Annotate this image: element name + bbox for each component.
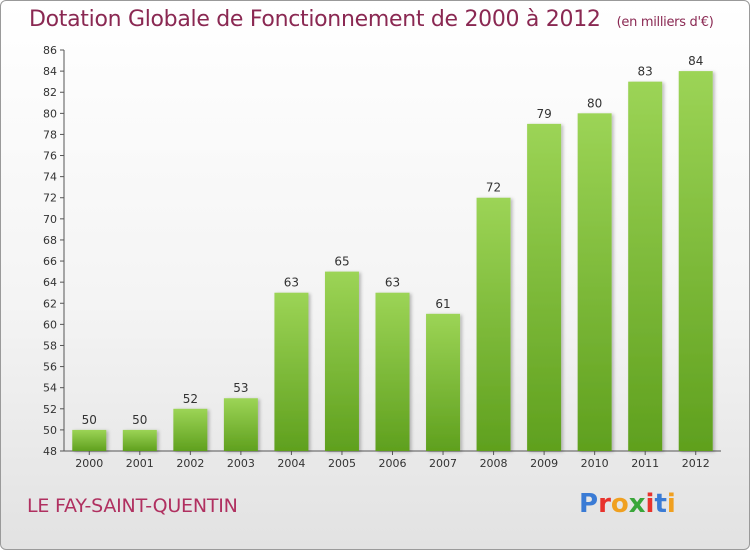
bar-value-label: 61 <box>435 297 450 311</box>
x-tick-label: 2002 <box>176 457 204 470</box>
y-tick-label: 60 <box>43 318 57 331</box>
x-tick-label: 2008 <box>480 457 508 470</box>
bar <box>324 271 359 451</box>
y-tick-label: 80 <box>43 107 57 120</box>
y-tick-label: 54 <box>43 382 57 395</box>
y-tick-label: 66 <box>43 255 57 268</box>
bar-value-label: 72 <box>486 181 501 195</box>
y-tick-label: 86 <box>43 44 57 57</box>
bar <box>527 123 562 452</box>
chart-title: Dotation Globale de Fonctionnement de 20… <box>29 7 714 32</box>
x-tick-label: 2010 <box>581 457 609 470</box>
y-tick-label: 48 <box>43 445 57 458</box>
y-tick-label: 84 <box>43 65 57 78</box>
y-tick-label: 74 <box>43 171 57 184</box>
y-tick-label: 70 <box>43 213 57 226</box>
logo-letter: i <box>666 489 676 519</box>
logo-letter: r <box>598 489 611 519</box>
x-tick-label: 2004 <box>277 457 305 470</box>
bar-value-label: 65 <box>334 255 349 269</box>
x-tick-label: 2011 <box>631 457 659 470</box>
logo-letter: x <box>628 489 646 519</box>
y-tick-label: 76 <box>43 150 57 163</box>
y-tick-label: 50 <box>43 424 57 437</box>
y-tick-label: 64 <box>43 276 57 289</box>
x-tick-label: 2006 <box>379 457 407 470</box>
bar <box>173 408 208 451</box>
chart-title-text: Dotation Globale de Fonctionnement de 20… <box>29 7 601 32</box>
bar <box>122 429 157 451</box>
logo-letter: P <box>579 489 599 519</box>
x-tick-label: 2012 <box>682 457 710 470</box>
logo-letter: o <box>610 489 629 519</box>
logo-letter: t <box>654 489 667 519</box>
y-tick-label: 68 <box>43 234 57 247</box>
y-tick-label: 82 <box>43 86 57 99</box>
y-tick-label: 78 <box>43 128 57 141</box>
bar <box>678 71 713 452</box>
bar <box>577 113 612 451</box>
bar <box>628 81 663 451</box>
bar-value-label: 63 <box>284 276 299 290</box>
bar-value-label: 50 <box>82 413 97 427</box>
x-tick-label: 2000 <box>75 457 103 470</box>
bar <box>223 398 258 451</box>
bar <box>274 292 309 451</box>
y-tick-label: 52 <box>43 403 57 416</box>
commune-name: LE FAY-SAINT-QUENTIN <box>27 495 238 517</box>
logo-letter: i <box>645 489 655 519</box>
bar-value-label: 84 <box>688 54 703 68</box>
bar <box>426 313 461 451</box>
bar-value-label: 83 <box>638 65 653 79</box>
bar-value-label: 80 <box>587 96 602 110</box>
x-tick-label: 2009 <box>530 457 558 470</box>
bar <box>72 429 107 451</box>
bar-value-label: 53 <box>233 381 248 395</box>
chart-subtitle: (en milliers d'€) <box>616 15 714 30</box>
y-tick-label: 58 <box>43 339 57 352</box>
bar-value-label: 50 <box>132 413 147 427</box>
bar <box>476 197 511 451</box>
y-tick-label: 56 <box>43 361 57 374</box>
bar-value-label: 63 <box>385 276 400 290</box>
x-tick-label: 2007 <box>429 457 457 470</box>
bar-value-label: 79 <box>536 107 551 121</box>
bar-value-label: 52 <box>183 392 198 406</box>
proxiti-logo: Proxiti <box>579 489 676 519</box>
y-tick-label: 72 <box>43 192 57 205</box>
y-tick-label: 62 <box>43 297 57 310</box>
bar <box>375 292 410 451</box>
x-tick-label: 2001 <box>126 457 154 470</box>
x-tick-label: 2005 <box>328 457 356 470</box>
x-tick-label: 2003 <box>227 457 255 470</box>
